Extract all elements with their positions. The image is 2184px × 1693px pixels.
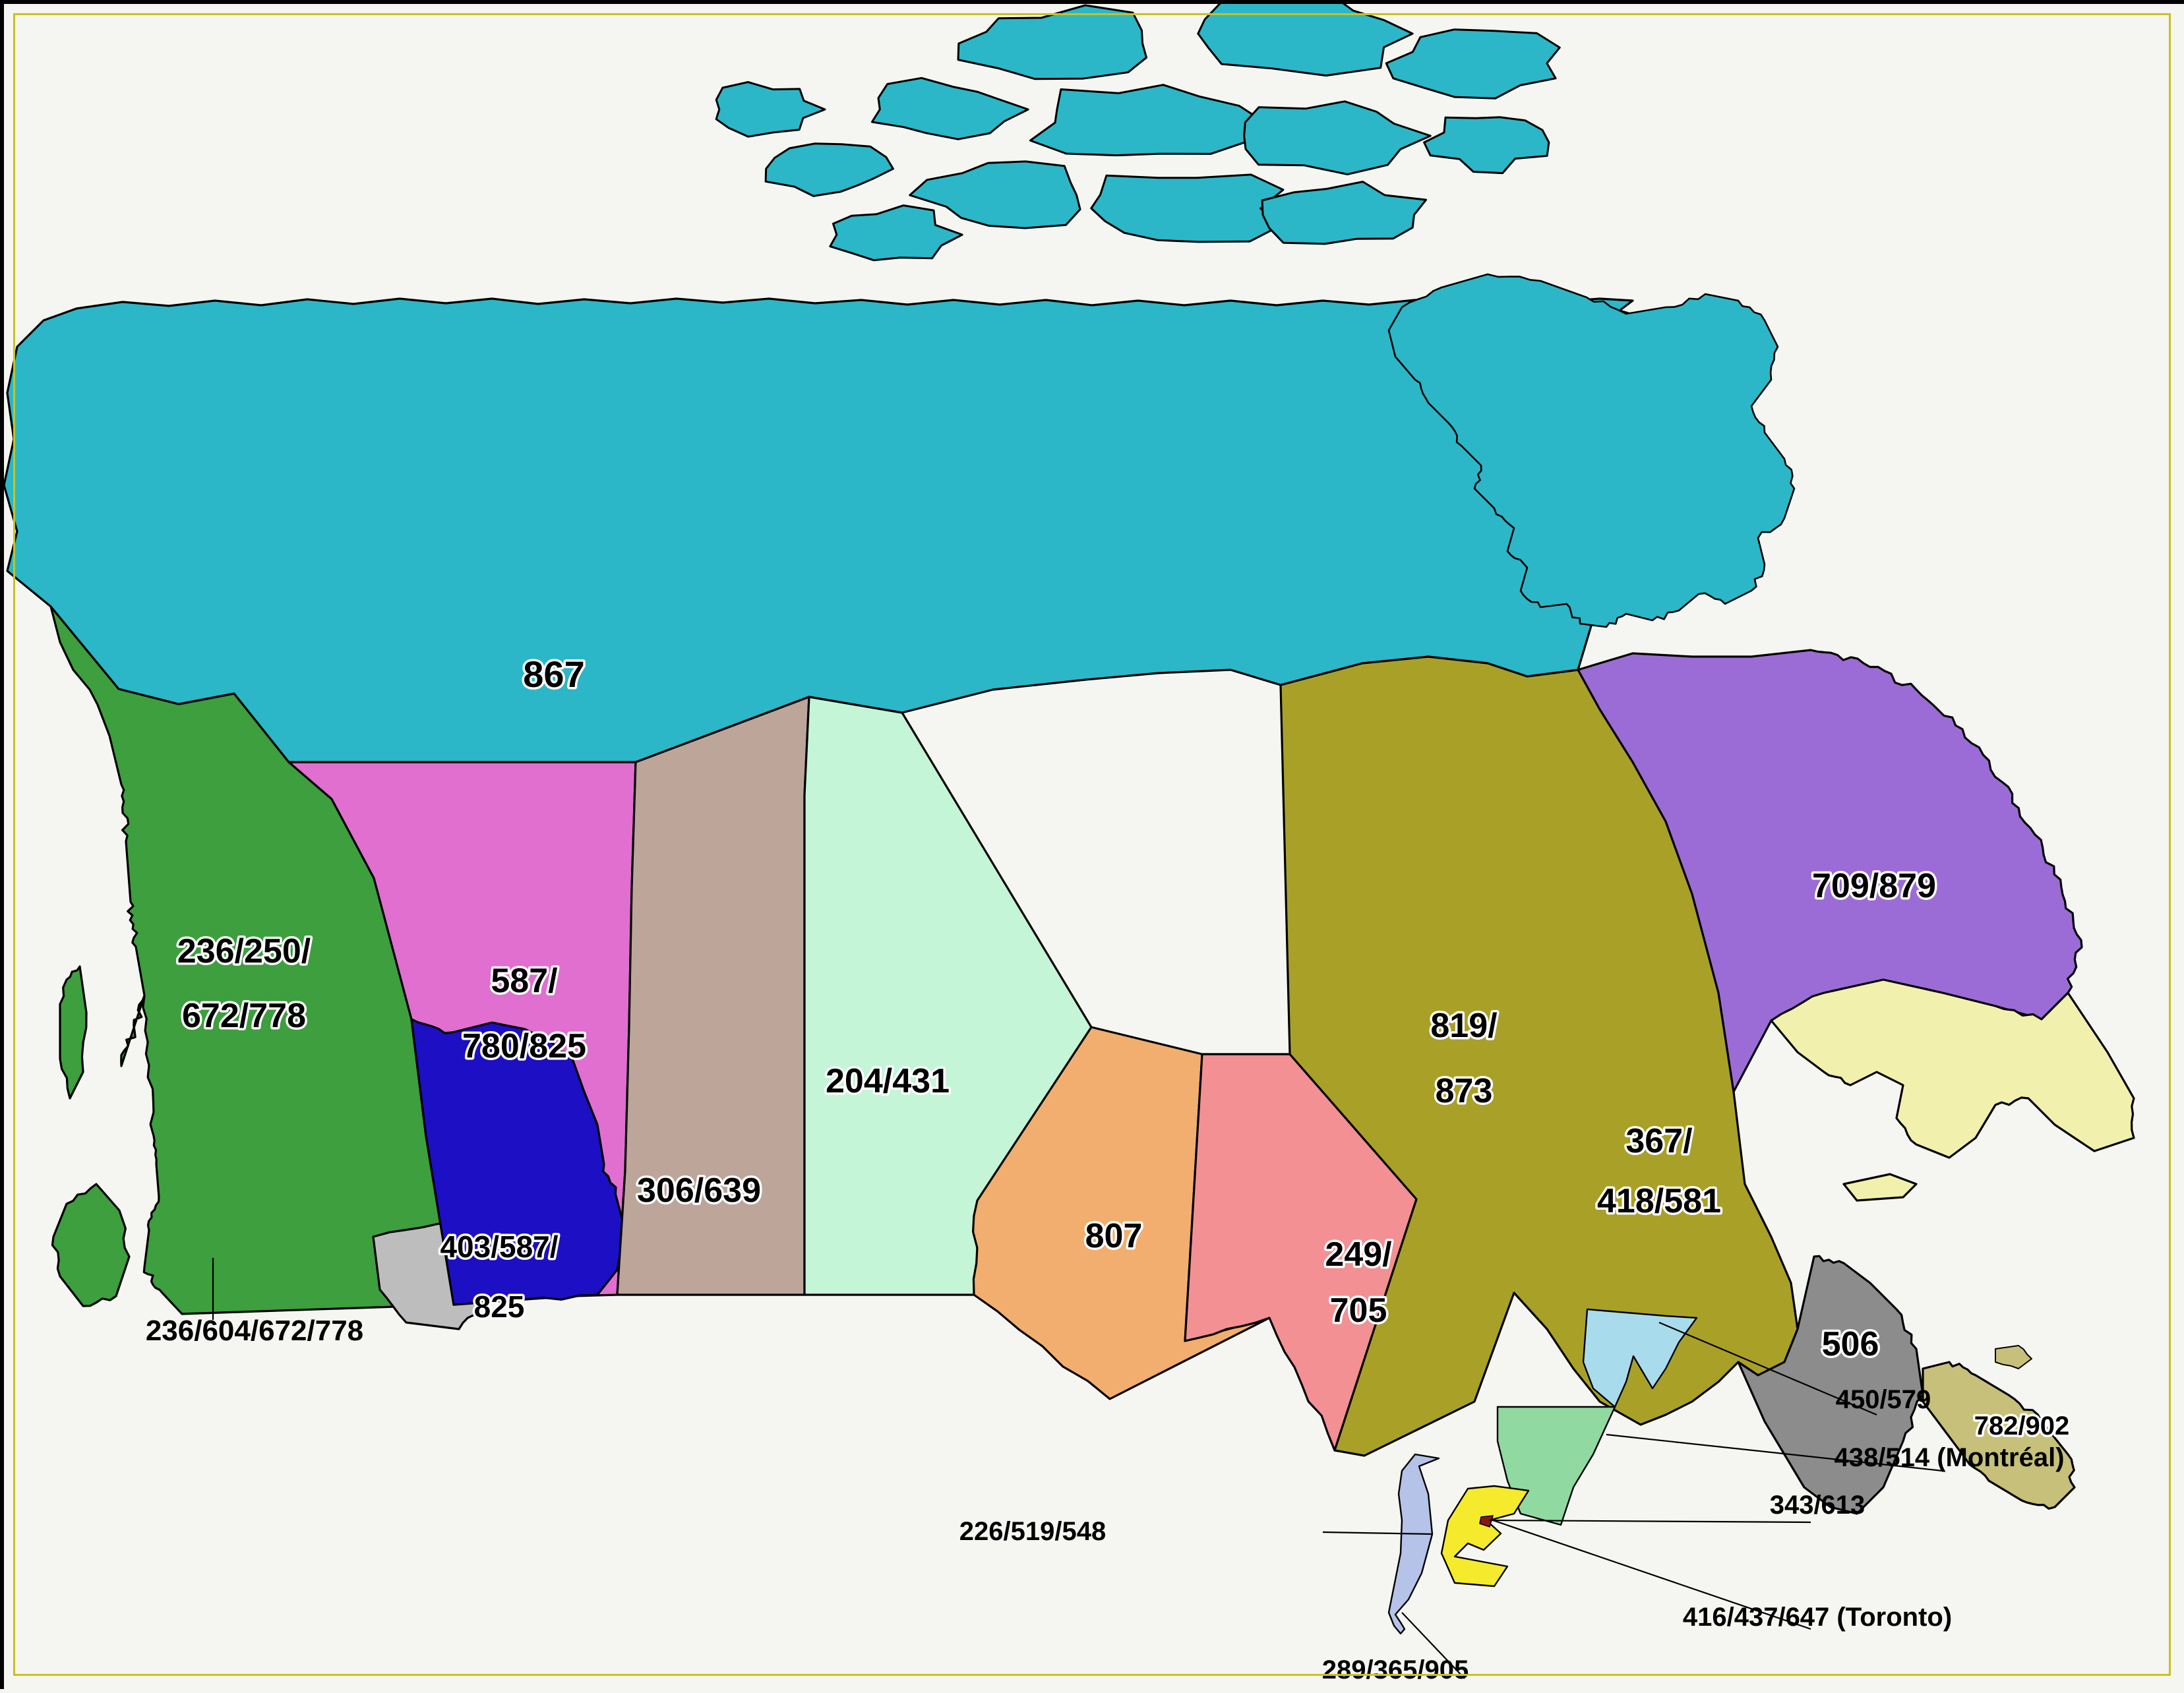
- svg-text:709/879: 709/879: [1812, 867, 1936, 905]
- svg-text:867: 867: [523, 653, 584, 695]
- svg-text:343/613: 343/613: [1770, 1491, 1866, 1520]
- svg-text:236/250/: 236/250/: [177, 932, 311, 970]
- svg-text:367/: 367/: [1625, 1122, 1692, 1160]
- svg-text:825: 825: [474, 1290, 525, 1324]
- svg-text:506: 506: [1822, 1325, 1879, 1363]
- svg-text:226/519/548: 226/519/548: [959, 1517, 1106, 1546]
- svg-text:782/902: 782/902: [1974, 1411, 2070, 1441]
- svg-text:236/604/672/778: 236/604/672/778: [146, 1315, 363, 1347]
- svg-text:403/587/: 403/587/: [440, 1230, 558, 1264]
- svg-text:587/: 587/: [491, 962, 557, 1000]
- svg-text:249/: 249/: [1325, 1235, 1391, 1274]
- svg-text:807: 807: [1085, 1217, 1143, 1255]
- svg-text:438/514 (Montréal): 438/514 (Montréal): [1834, 1443, 2064, 1472]
- svg-text:416/437/647 (Toronto): 416/437/647 (Toronto): [1683, 1603, 1952, 1632]
- svg-text:873: 873: [1436, 1072, 1493, 1110]
- svg-text:450/579: 450/579: [1836, 1385, 1931, 1414]
- svg-text:289/365/905: 289/365/905: [1322, 1655, 1469, 1684]
- svg-text:780/825: 780/825: [462, 1027, 586, 1065]
- svg-text:819/: 819/: [1430, 1007, 1497, 1045]
- svg-text:672/778: 672/778: [182, 997, 306, 1035]
- svg-text:306/639: 306/639: [637, 1172, 761, 1210]
- svg-text:204/431: 204/431: [826, 1062, 950, 1100]
- svg-text:705: 705: [1330, 1292, 1387, 1330]
- svg-text:418/581: 418/581: [1597, 1182, 1721, 1220]
